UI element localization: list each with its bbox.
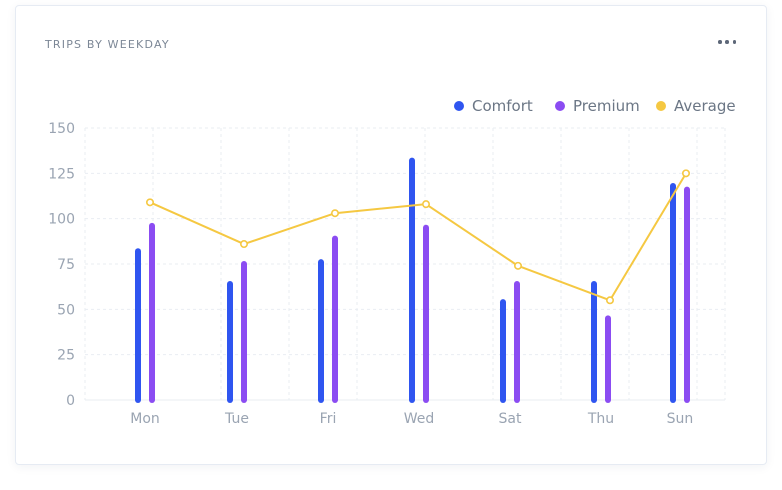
average-point[interactable]	[421, 200, 430, 209]
y-tick-label: 50	[57, 302, 75, 318]
legend-marker-premium[interactable]	[555, 101, 565, 111]
y-tick-label: 125	[48, 166, 75, 182]
y-tick-label: 25	[57, 348, 75, 364]
y-tick-label: 150	[48, 121, 75, 137]
legend-marker-comfort[interactable]	[454, 101, 464, 111]
y-tick-label: 0	[66, 393, 75, 409]
legend-label-comfort: Comfort	[472, 97, 533, 115]
menu-dot	[718, 40, 722, 44]
average-point[interactable]	[681, 169, 690, 178]
legend-label-premium: Premium	[573, 97, 640, 115]
x-tick-label: Sat	[499, 411, 522, 427]
legend-marker-average[interactable]	[656, 101, 666, 111]
average-point[interactable]	[146, 198, 155, 207]
menu-dot	[725, 40, 729, 44]
x-tick-label: Tue	[224, 411, 249, 427]
x-tick-label: Wed	[404, 411, 435, 427]
average-point[interactable]	[330, 209, 339, 218]
average-point[interactable]	[240, 240, 249, 249]
x-tick-label: Thu	[587, 411, 614, 427]
average-point[interactable]	[513, 261, 522, 270]
more-options-icon[interactable]	[716, 34, 738, 50]
y-tick-label: 100	[48, 212, 75, 228]
legend-label-average: Average	[674, 97, 736, 115]
y-tick-label: 75	[57, 257, 75, 273]
menu-dot	[732, 40, 736, 44]
x-tick-label: Sun	[667, 411, 694, 427]
card-title: TRIPS BY WEEKDAY	[45, 38, 170, 51]
x-tick-label: Mon	[130, 411, 160, 427]
average-point[interactable]	[605, 296, 614, 305]
x-tick-label: Fri	[320, 411, 337, 427]
